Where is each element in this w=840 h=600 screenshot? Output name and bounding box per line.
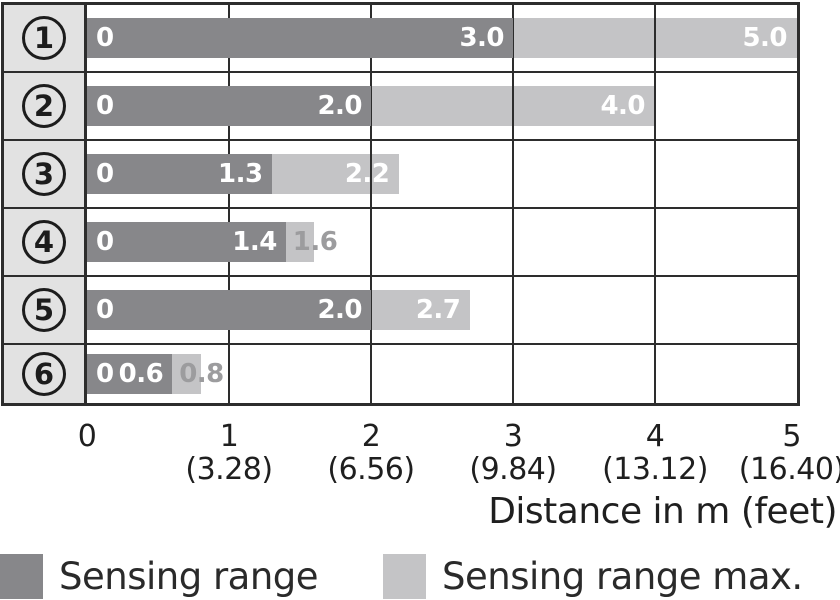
circled-number: 5 <box>22 288 66 332</box>
bar-start-label: 0 <box>96 227 114 257</box>
gridline <box>654 345 656 403</box>
tick-meters-label: 4 <box>645 419 665 454</box>
chart-row: 1 0 3.0 5.0 <box>4 5 797 71</box>
legend-label-sensing-range-max: Sensing range max. <box>442 555 803 598</box>
row-category-cell: 4 <box>4 209 87 275</box>
x-axis-tick: 2 (6.56) <box>327 419 415 487</box>
sensing-range-bar: 0 1.3 <box>87 154 272 194</box>
row-category-cell: 1 <box>4 5 87 71</box>
gridline <box>370 345 372 403</box>
x-axis-tick: 3 (9.84) <box>469 419 557 487</box>
gridline <box>654 209 656 275</box>
sensing-range-max-bar: 2.2 <box>271 154 400 194</box>
gridline <box>654 277 656 343</box>
chart-row: 4 0 1.4 1.6 <box>4 207 797 275</box>
x-axis-tick: 1 (3.28) <box>185 419 273 487</box>
gridline <box>512 73 514 139</box>
sensing-range-max-value-label: 2.7 <box>415 295 461 325</box>
x-axis-tick: 0 <box>78 420 97 453</box>
chart-row: 2 0 2.0 4.0 <box>4 71 797 139</box>
sensing-range-value-label: 1.3 <box>218 159 263 189</box>
chart-row: 6 0 0.6 0.8 <box>4 343 797 403</box>
row-category-cell: 6 <box>4 345 87 403</box>
legend-item-sensing-range: Sensing range <box>0 554 319 599</box>
x-axis-tick: 5 (16.40) <box>739 420 840 486</box>
row-category-cell: 5 <box>4 277 87 343</box>
gridline <box>512 141 514 207</box>
gridline <box>370 141 372 207</box>
row-plot-area: 0 2.0 2.7 <box>87 277 797 343</box>
row-plot-area: 0 3.0 5.0 <box>87 5 797 71</box>
gridline <box>654 5 656 71</box>
bar-start-label: 0 <box>96 159 114 189</box>
sensing-range-bar: 0 2.0 <box>87 86 371 126</box>
sensing-range-bar: 0 1.4 <box>87 222 286 262</box>
row-plot-area: 0 1.4 1.6 <box>87 209 797 275</box>
circled-number: 1 <box>22 16 66 60</box>
row-category-cell: 3 <box>4 141 87 207</box>
chart-row: 3 0 1.3 2.2 <box>4 139 797 207</box>
sensing-range-max-value-label: 2.2 <box>344 159 390 189</box>
sensing-range-value-label: 1.4 <box>232 227 277 257</box>
sensing-range-value-label: 2.0 <box>317 91 362 121</box>
sensing-range-max-value-label: 4.0 <box>600 91 645 121</box>
gridline <box>512 5 514 71</box>
chart-row: 5 0 2.0 2.7 <box>4 275 797 343</box>
tick-meters-label: 5 <box>782 419 801 454</box>
legend-item-sensing-range-max: Sensing range max. <box>383 554 803 599</box>
sensing-range-value-label: 2.0 <box>317 295 362 325</box>
gridline <box>370 277 372 343</box>
tick-meters-label: 1 <box>219 419 239 454</box>
gridline <box>228 345 230 403</box>
gridline <box>512 345 514 403</box>
legend-label-sensing-range: Sensing range <box>59 555 319 598</box>
gridline <box>512 209 514 275</box>
sensing-range-max-bar: 2.7 <box>371 290 471 330</box>
gridline <box>654 141 656 207</box>
sensing-range-bar: 0 3.0 <box>87 18 513 58</box>
row-plot-area: 0 1.3 2.2 <box>87 141 797 207</box>
x-axis: 0 1 (3.28) 2 (6.56) 3 (9.84) 4 (13.12) 5… <box>78 419 840 490</box>
tick-feet-label: (13.12) <box>602 452 708 487</box>
gridline <box>370 73 372 139</box>
circled-number: 6 <box>22 352 66 396</box>
tick-meters-label: 3 <box>503 419 523 454</box>
tick-feet-label: (16.40) <box>738 452 840 487</box>
bar-start-label: 0 <box>96 91 114 121</box>
row-plot-area: 0 2.0 4.0 <box>87 73 797 139</box>
gridline <box>512 277 514 343</box>
legend-swatch-sensing-range <box>0 554 43 599</box>
tick-feet-label: (6.56) <box>327 452 415 487</box>
x-axis-tick: 4 (13.12) <box>602 420 708 486</box>
legend: Sensing range Sensing range max. <box>0 554 840 600</box>
sensing-range-max-value-label: 0.8 <box>179 359 224 389</box>
tick-feet-label: (3.28) <box>185 452 273 487</box>
bar-chart: 1 0 3.0 5.0 2 <box>1 2 800 406</box>
sensing-range-value-label: 0.6 <box>118 359 164 389</box>
bar-start-label: 0 <box>96 23 114 53</box>
bar-start-label: 0 <box>96 295 114 325</box>
circled-number: 4 <box>22 220 66 264</box>
gridline <box>370 209 372 275</box>
tick-meters-label: 2 <box>361 419 381 454</box>
sensing-range-bar: 0 0.6 <box>87 354 173 394</box>
bar-start-label: 0 <box>96 359 114 389</box>
x-axis-title: Distance in m (feet) <box>488 491 837 532</box>
tick-feet-label: (9.84) <box>469 452 557 487</box>
row-plot-area: 0 0.6 0.8 <box>87 345 797 403</box>
gridline <box>654 73 656 139</box>
sensing-range-max-value-label: 5.0 <box>742 23 787 53</box>
circled-number: 2 <box>22 84 66 128</box>
legend-swatch-sensing-range-max <box>383 554 426 599</box>
sensing-range-value-label: 3.0 <box>459 23 504 53</box>
circled-number: 3 <box>22 152 66 196</box>
sensing-range-max-bar: 1.6 <box>285 222 338 262</box>
sensing-range-max-bar: 0.8 <box>172 354 224 394</box>
sensing-range-bar: 0 2.0 <box>87 290 371 330</box>
sensing-range-max-value-label: 1.6 <box>292 227 338 257</box>
tick-meters-label: 0 <box>77 419 97 454</box>
row-category-cell: 2 <box>4 73 87 139</box>
